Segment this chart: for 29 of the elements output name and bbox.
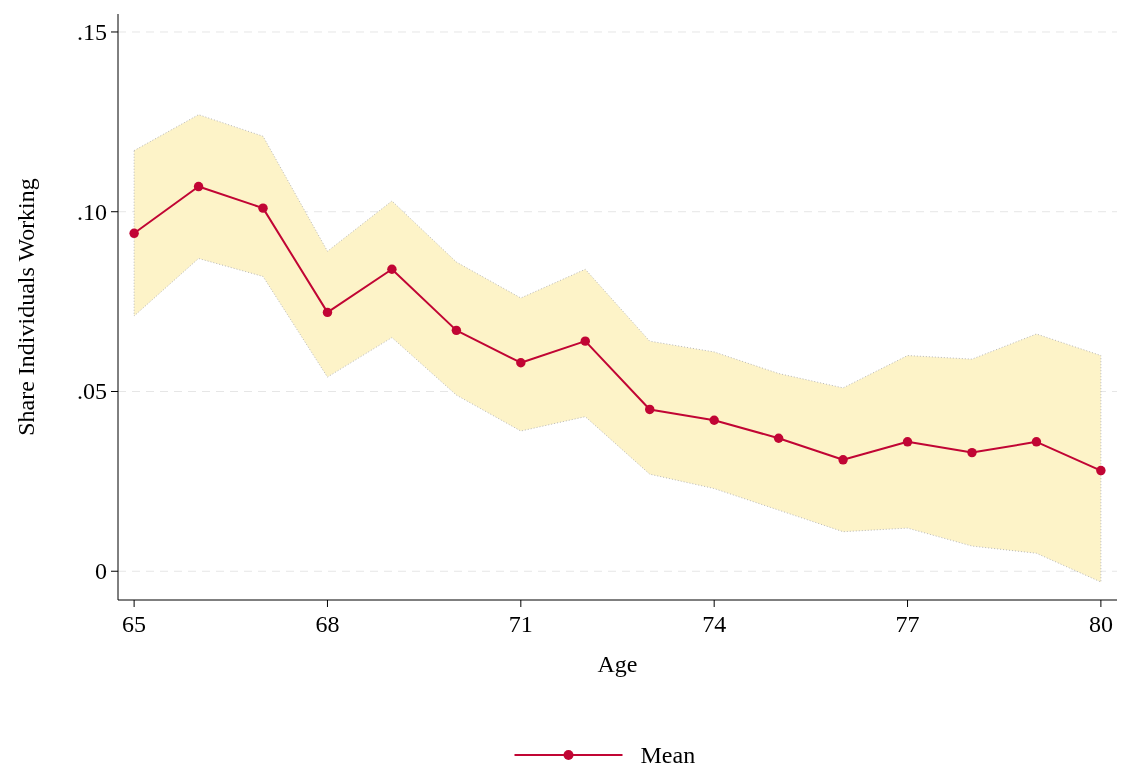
point xyxy=(129,228,139,239)
point xyxy=(451,325,462,336)
x-tick-label: 80 xyxy=(1088,611,1113,637)
point xyxy=(1031,437,1042,447)
point xyxy=(709,415,719,425)
point xyxy=(193,181,204,192)
point xyxy=(773,433,784,443)
y-axis-title: Share Individuals Working xyxy=(13,178,39,436)
y-tick-label: .10 xyxy=(77,198,107,225)
y-tick-label: .15 xyxy=(77,18,107,45)
x-tick-label: 65 xyxy=(122,611,147,637)
point xyxy=(838,455,848,465)
point xyxy=(387,264,397,274)
point xyxy=(967,447,977,458)
x-axis-title: Age xyxy=(597,651,638,677)
point xyxy=(902,437,913,447)
y-tick-label: .05 xyxy=(77,378,107,405)
legend-label: Mean xyxy=(640,742,696,768)
x-tick-label: 77 xyxy=(895,611,920,637)
y-tick-label: 0 xyxy=(95,558,107,585)
x-tick-label: 68 xyxy=(315,611,340,637)
x-tick-label: 71 xyxy=(508,611,533,637)
point xyxy=(1096,465,1106,476)
point xyxy=(258,203,268,213)
x-tick-label: 74 xyxy=(702,611,727,637)
point xyxy=(580,336,590,346)
point xyxy=(645,404,655,415)
point xyxy=(516,358,526,368)
point xyxy=(322,307,333,318)
